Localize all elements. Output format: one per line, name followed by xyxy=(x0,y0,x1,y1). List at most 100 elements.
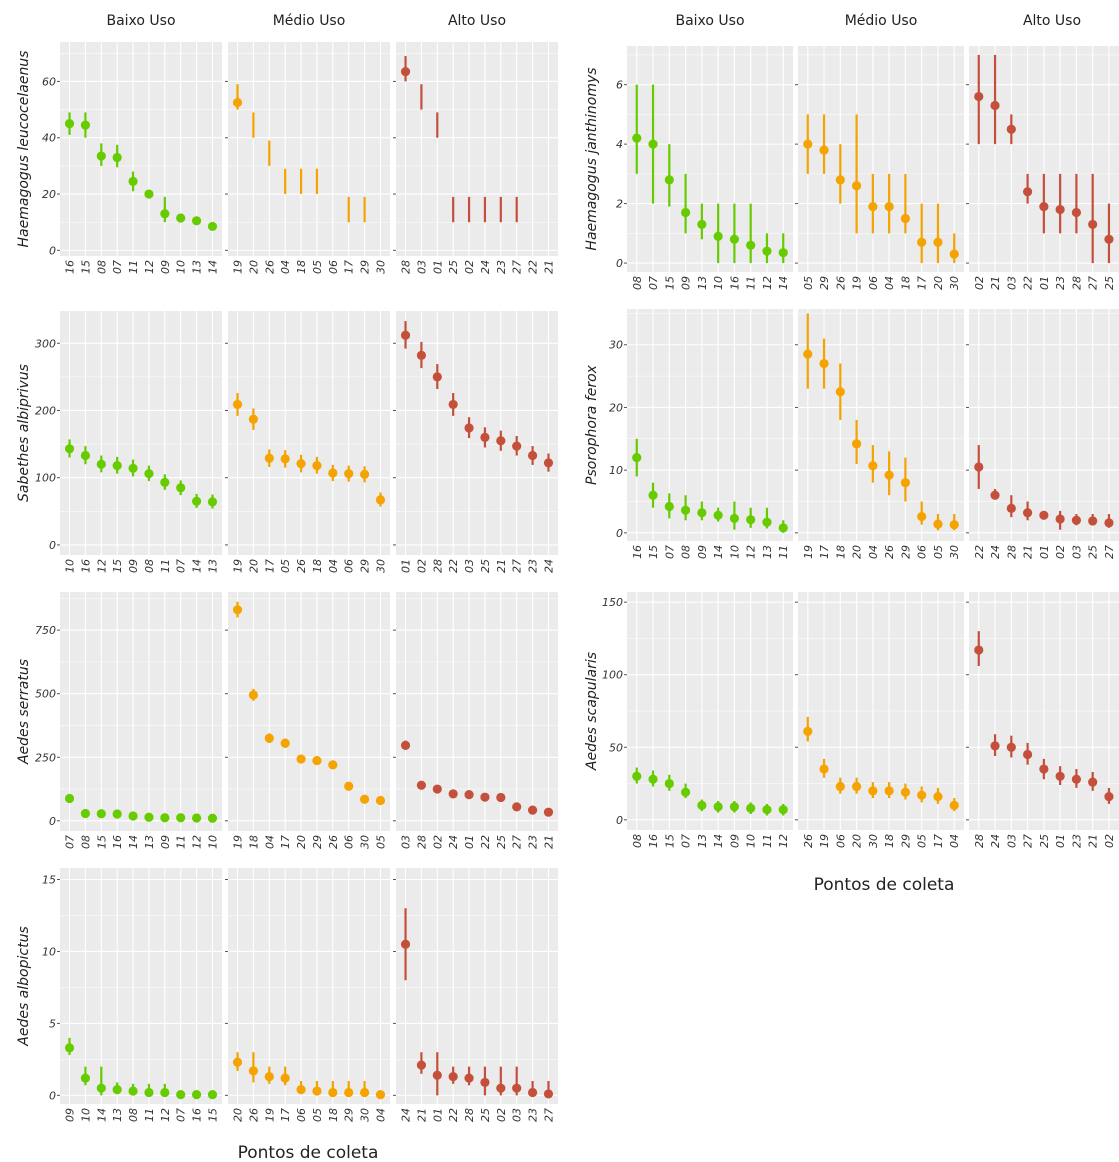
x-tick-label: 07 xyxy=(111,260,124,274)
x-tick-label: 17 xyxy=(263,559,276,573)
point-12 xyxy=(746,515,756,525)
x-tick-label: 21 xyxy=(495,559,508,573)
x-tick-label: 08 xyxy=(143,559,156,573)
y-tick-label: 5 xyxy=(49,1017,56,1030)
point-28 xyxy=(416,780,427,790)
x-tick-label: 23 xyxy=(527,835,540,849)
x-tick-label: 25 xyxy=(479,1108,492,1122)
x-tick-label: 30 xyxy=(948,276,961,290)
point-03 xyxy=(400,740,411,750)
x-tick-label: 08 xyxy=(95,260,108,274)
point-10 xyxy=(80,1073,91,1083)
point-23 xyxy=(527,1087,538,1098)
point-25 xyxy=(480,432,490,442)
point-28 xyxy=(1006,503,1016,513)
point-27 xyxy=(1022,749,1033,760)
x-tick-label: 08 xyxy=(127,1108,140,1122)
panel-medio-uso: 26 19 06 20 30 18 29 05 17 04 xyxy=(795,592,964,848)
x-tick-label: 11 xyxy=(159,559,172,573)
x-tick-label: 28 xyxy=(415,835,428,849)
x-tick-label: 28 xyxy=(431,559,444,573)
x-tick-label: 11 xyxy=(761,834,774,848)
point-16 xyxy=(632,453,642,463)
x-tick-label: 18 xyxy=(883,834,896,848)
x-tick-label: 08 xyxy=(631,834,644,848)
point-19 xyxy=(232,399,243,410)
x-tick-label: 06 xyxy=(327,260,340,274)
x-tick-label: 16 xyxy=(631,545,644,559)
x-tick-label: 24 xyxy=(447,835,460,849)
x-tick-label: 11 xyxy=(745,276,758,290)
panel-baixo-uso: 08 16 15 07 13 14 09 10 11 12 xyxy=(624,592,793,848)
panel-background xyxy=(60,311,222,555)
panel-medio-uso: 20 26 19 17 06 05 18 29 30 04 xyxy=(225,868,390,1122)
x-tick-label: 28 xyxy=(973,834,986,848)
x-tick-label: 19 xyxy=(818,834,831,848)
point-11 xyxy=(778,523,788,533)
x-tick-label: 24 xyxy=(542,559,555,573)
x-tick-label: 02 xyxy=(1103,834,1116,848)
x-tick-label: 21 xyxy=(542,260,555,274)
x-tick-label: 05 xyxy=(311,260,324,274)
point-18 xyxy=(900,213,911,224)
x-tick-label: 12 xyxy=(745,545,758,559)
point-11 xyxy=(762,805,772,815)
x-tick-label: 29 xyxy=(311,835,324,849)
x-tick-label: 20 xyxy=(851,834,864,848)
x-tick-label: 13 xyxy=(696,276,709,290)
point-29 xyxy=(900,478,911,488)
point-27 xyxy=(1088,219,1098,230)
point-08 xyxy=(128,1086,138,1096)
y-axis-title: Haemagogus leucocelaenus xyxy=(16,51,32,248)
point-24 xyxy=(400,939,411,949)
point-07 xyxy=(680,787,691,797)
point-29 xyxy=(819,145,829,155)
x-tick-label: 07 xyxy=(680,834,693,848)
x-tick-label: 04 xyxy=(867,545,880,559)
x-tick-label: 20 xyxy=(851,545,864,559)
x-tick-label: 03 xyxy=(463,559,476,573)
point-19 xyxy=(803,349,813,359)
y-tick-label: 20 xyxy=(609,401,623,414)
point-03 xyxy=(1071,515,1082,525)
point-18 xyxy=(835,387,845,397)
panel-background xyxy=(627,309,793,541)
point-22 xyxy=(1022,187,1033,197)
x-tick-label: 18 xyxy=(295,260,308,274)
y-tick-label: 10 xyxy=(609,464,623,477)
point-20 xyxy=(851,439,862,449)
x-tick-label: 28 xyxy=(463,1108,476,1122)
x-tick-label: 16 xyxy=(191,1108,204,1122)
x-tick-label: 29 xyxy=(359,559,372,573)
x-tick-label: 18 xyxy=(834,545,847,559)
x-tick-label: 09 xyxy=(159,260,172,274)
point-27 xyxy=(543,1089,554,1099)
panel-background xyxy=(60,868,222,1104)
point-20 xyxy=(296,754,306,764)
x-tick-label: 15 xyxy=(79,260,92,274)
point-21 xyxy=(1022,508,1033,518)
point-07 xyxy=(648,139,658,149)
panel-background xyxy=(798,46,964,272)
point-17 xyxy=(280,1073,290,1083)
point-09 xyxy=(680,207,691,218)
point-16 xyxy=(64,119,75,129)
panel-background xyxy=(396,42,558,256)
x-tick-label: 26 xyxy=(327,835,340,849)
x-tick-label: 27 xyxy=(511,559,524,573)
point-23 xyxy=(527,805,538,815)
x-tick-label: 10 xyxy=(712,276,725,290)
point-05 xyxy=(280,454,290,464)
x-tick-label: 26 xyxy=(295,559,308,573)
point-27 xyxy=(512,802,522,812)
x-tick-label: 01 xyxy=(1054,834,1067,848)
point-26 xyxy=(328,760,338,770)
point-10 xyxy=(64,444,75,454)
point-28 xyxy=(432,372,442,382)
point-18 xyxy=(884,786,894,796)
y-tick-label: 0 xyxy=(616,814,623,827)
point-11 xyxy=(160,477,170,488)
y-tick-label: 750 xyxy=(35,624,56,637)
